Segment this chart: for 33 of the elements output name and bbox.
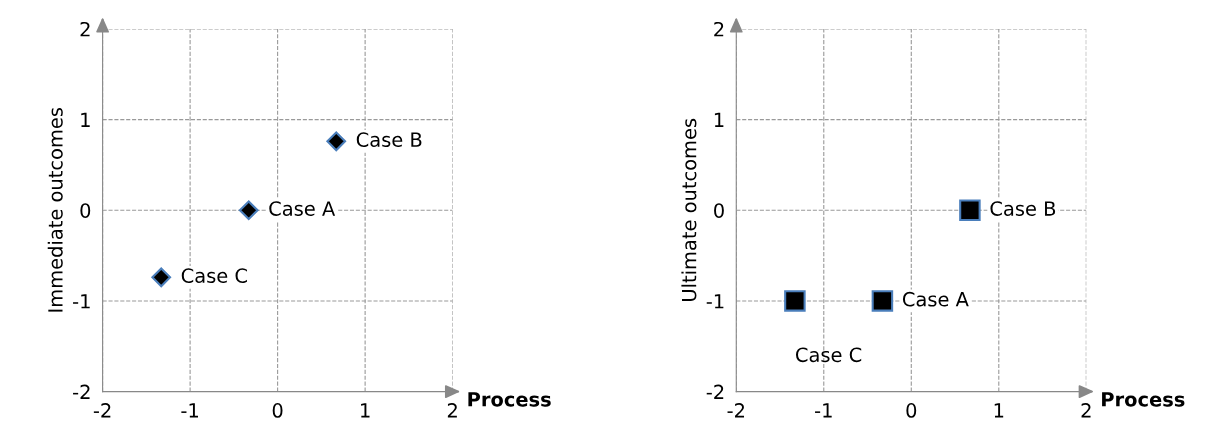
x-axis-title: Process — [1102, 392, 1185, 407]
y-tick-label: 0 — [80, 203, 91, 218]
point — [151, 267, 172, 288]
x-tick-label: 1 — [361, 403, 370, 418]
y-tick-label: -2 — [706, 384, 724, 399]
point — [326, 131, 347, 152]
annotation: Case B — [990, 201, 1056, 216]
x-tick-label: 2 — [447, 403, 457, 418]
x-tick-label: 1 — [994, 403, 1004, 418]
y-tick-label: 2 — [714, 21, 724, 37]
annotation: Case C — [181, 268, 247, 283]
x-tick-label: 2 — [1081, 403, 1091, 418]
x-tick-label: -2 — [93, 403, 111, 418]
y-tick-label: -1 — [73, 294, 90, 309]
x-tick-label: 0 — [906, 403, 917, 418]
annotation: Case C — [795, 347, 862, 363]
x-tick-label: -2 — [727, 403, 745, 418]
x-tick-label: -1 — [181, 403, 198, 418]
annotation: Case A — [902, 291, 969, 307]
x-tick-label: -1 — [815, 403, 832, 418]
y-tick-label: 1 — [81, 112, 90, 127]
y-tick-label: 0 — [714, 203, 724, 218]
annotation: Case A — [269, 201, 336, 216]
y-axis-title: Immediate outcomes — [47, 107, 63, 312]
annotation: Case B — [356, 132, 422, 147]
y-tick-label: 1 — [714, 112, 724, 127]
y-tick-label: 2 — [80, 21, 90, 37]
x-axis-title: Process — [468, 392, 551, 407]
x-tick-label: 0 — [272, 403, 283, 418]
point — [238, 200, 259, 221]
y-axis-title: Ultimate outcomes — [681, 118, 697, 301]
y-tick-label: -1 — [706, 294, 724, 309]
y-tick-label: -2 — [73, 384, 90, 399]
